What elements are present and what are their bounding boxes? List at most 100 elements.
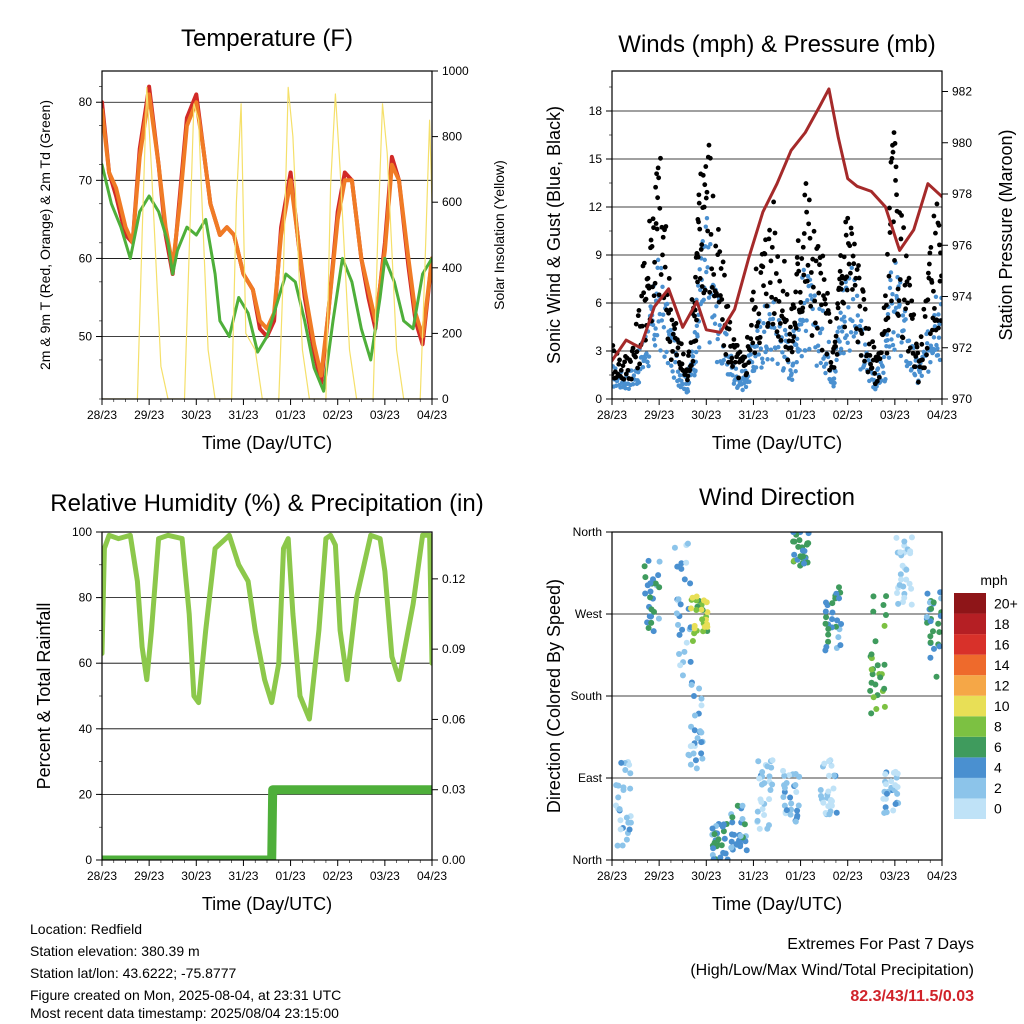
direction-point <box>728 844 735 851</box>
wind-point <box>803 348 808 353</box>
wind-point <box>675 345 681 351</box>
y-axis-label: 2m & 9m T (Red, Orange) & 2m Td (Green) <box>37 100 53 370</box>
y-tick-label: South <box>571 689 602 703</box>
direction-point <box>872 638 879 645</box>
wind-point <box>793 342 799 347</box>
wind-point <box>662 354 667 359</box>
direction-point <box>626 761 633 768</box>
wind-point <box>751 289 756 295</box>
colorbar-swatch <box>954 777 986 799</box>
wind-point <box>817 262 822 268</box>
direction-point <box>642 574 649 581</box>
wind-point <box>769 244 775 250</box>
y2-axis-label: Station Pressure (Maroon) <box>996 129 1016 340</box>
wind-point <box>731 337 737 342</box>
wind-point <box>932 324 938 329</box>
wind-point <box>733 366 739 371</box>
chart-title: Wind Direction <box>699 484 855 511</box>
wind-point <box>716 227 721 232</box>
wind-point <box>808 293 813 298</box>
direction-point <box>896 581 903 588</box>
wind-point <box>918 334 924 340</box>
direction-point <box>898 576 905 583</box>
direction-point <box>888 778 895 785</box>
wind-point <box>892 258 897 263</box>
wind-point <box>891 130 897 136</box>
y2-tick-label: 976 <box>952 238 972 252</box>
y2-axis-label: Solar Insolation (Yellow) <box>491 160 507 310</box>
wind-point <box>865 369 871 375</box>
wind-point <box>658 272 664 277</box>
wind-point <box>835 305 841 311</box>
wind-point <box>718 266 724 271</box>
direction-point <box>826 811 833 818</box>
wind-point <box>815 343 821 348</box>
y-tick-label: 20 <box>79 787 93 801</box>
y-tick-label: 40 <box>79 722 93 736</box>
wind-point <box>784 317 789 323</box>
wind-point <box>714 359 720 365</box>
wind-point <box>794 359 799 365</box>
direction-point <box>937 589 942 596</box>
wind-point <box>926 369 931 374</box>
wind-point <box>799 256 805 261</box>
wind-point <box>805 298 810 303</box>
wind-point <box>626 386 632 391</box>
wind-point <box>734 342 740 348</box>
extremes-subtitle: (High/Low/Max Wind/Total Precipitation) <box>690 962 974 979</box>
wind-point <box>708 241 713 247</box>
direction-point <box>792 781 799 788</box>
y2-tick-label: 0.09 <box>442 642 466 656</box>
wind-point <box>621 376 627 382</box>
wind-point <box>755 320 761 325</box>
wind-point <box>652 280 658 286</box>
wind-point <box>888 270 894 275</box>
wind-point <box>835 329 840 334</box>
wind-point <box>623 371 629 377</box>
wind-point <box>781 366 786 371</box>
wind-point <box>812 298 818 304</box>
wind-point <box>826 311 832 316</box>
y-tick-label: 70 <box>79 173 93 187</box>
x-tick-label: 01/23 <box>276 408 306 422</box>
direction-point <box>698 739 705 746</box>
wind-point <box>749 297 755 303</box>
wind-point <box>800 305 806 311</box>
wind-point <box>665 301 670 307</box>
wind-point <box>729 355 735 361</box>
wind-point <box>797 289 803 295</box>
direction-point <box>927 639 934 646</box>
direction-point <box>617 826 624 833</box>
y-tick-label: North <box>573 525 602 539</box>
wind-point <box>764 303 770 309</box>
wind-point <box>702 287 708 293</box>
wind-point <box>712 313 717 318</box>
wind-point <box>616 361 622 367</box>
wind-point <box>933 230 938 236</box>
wind-point <box>665 360 671 366</box>
wind-point <box>936 335 942 340</box>
direction-point <box>825 803 832 810</box>
direction-point <box>880 601 887 608</box>
direction-point <box>894 590 901 597</box>
direction-point <box>937 613 942 620</box>
wind-point <box>625 367 631 373</box>
wind-point <box>771 311 777 316</box>
wind-point <box>753 305 758 310</box>
direction-point <box>825 788 832 795</box>
x-tick-label: 30/23 <box>181 869 211 883</box>
direction-point <box>882 612 889 619</box>
colorbar-swatch <box>954 716 986 737</box>
direction-point <box>693 593 700 600</box>
wind-point <box>938 250 942 256</box>
wind-point <box>662 264 668 270</box>
wind-point <box>707 340 712 345</box>
direction-point <box>805 540 812 547</box>
direction-point <box>829 609 836 616</box>
wind-point <box>831 365 837 370</box>
wind-point <box>757 334 763 340</box>
wind-point <box>838 286 844 292</box>
direction-point <box>835 584 842 591</box>
wind-point <box>793 289 799 295</box>
wind-point <box>916 379 921 385</box>
